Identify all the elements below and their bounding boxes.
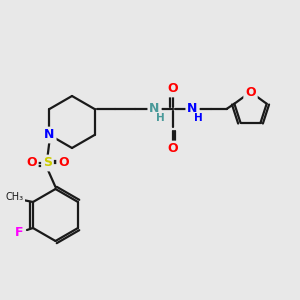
Text: O: O (167, 142, 178, 155)
Text: F: F (15, 226, 23, 238)
Text: O: O (58, 157, 69, 169)
Text: N: N (149, 103, 160, 116)
Text: O: O (26, 157, 37, 169)
Text: CH₃: CH₃ (6, 192, 24, 202)
Text: O: O (167, 82, 178, 95)
Text: H: H (194, 113, 203, 123)
Text: N: N (187, 103, 198, 116)
Text: N: N (44, 128, 55, 142)
Text: S: S (43, 157, 52, 169)
Text: O: O (245, 85, 256, 98)
Text: H: H (156, 113, 165, 123)
